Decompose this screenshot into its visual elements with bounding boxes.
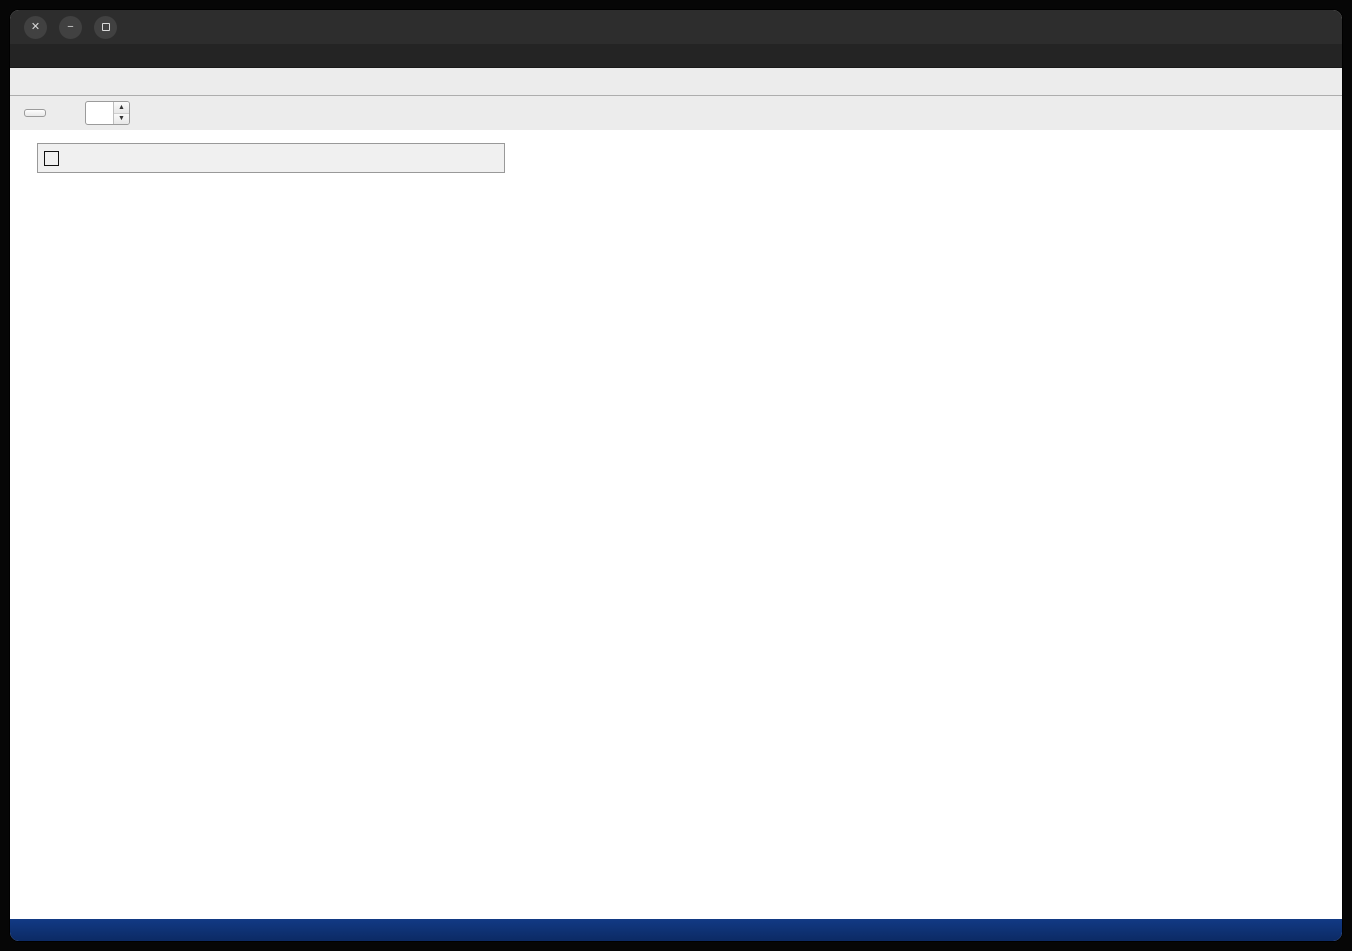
stacked-diagrams-value [86, 102, 113, 124]
window-controls: ✕ − [10, 15, 117, 39]
titlebar: ✕ − [10, 10, 1342, 44]
heaptrack-window: ✕ − ▲ ▼ [10, 10, 1342, 941]
chart-area [10, 130, 1342, 919]
menu-bar [10, 44, 1342, 68]
legend-box [37, 143, 505, 173]
window-bottom-strip [10, 919, 1342, 941]
spin-buttons: ▲ ▼ [113, 102, 129, 124]
spin-down-button[interactable]: ▼ [114, 113, 129, 124]
consumption-chart-canvas[interactable] [27, 131, 1268, 867]
close-button[interactable]: ✕ [24, 15, 47, 39]
stacked-diagrams-group: ▲ ▼ [78, 101, 130, 125]
minimize-button[interactable]: − [59, 15, 82, 39]
close-icon: ✕ [30, 20, 41, 33]
minimize-icon: − [67, 20, 74, 33]
legend-title-row [44, 147, 498, 169]
export-as-button[interactable] [24, 109, 46, 117]
legend-title-swatch [44, 150, 59, 166]
maximize-icon [101, 23, 110, 31]
spin-up-button[interactable]: ▲ [114, 102, 129, 114]
stacked-diagrams-spinbox[interactable]: ▲ ▼ [85, 101, 130, 125]
tab-bar [10, 68, 1342, 96]
maximize-button[interactable] [94, 15, 117, 39]
toolbar: ▲ ▼ [10, 96, 1342, 130]
